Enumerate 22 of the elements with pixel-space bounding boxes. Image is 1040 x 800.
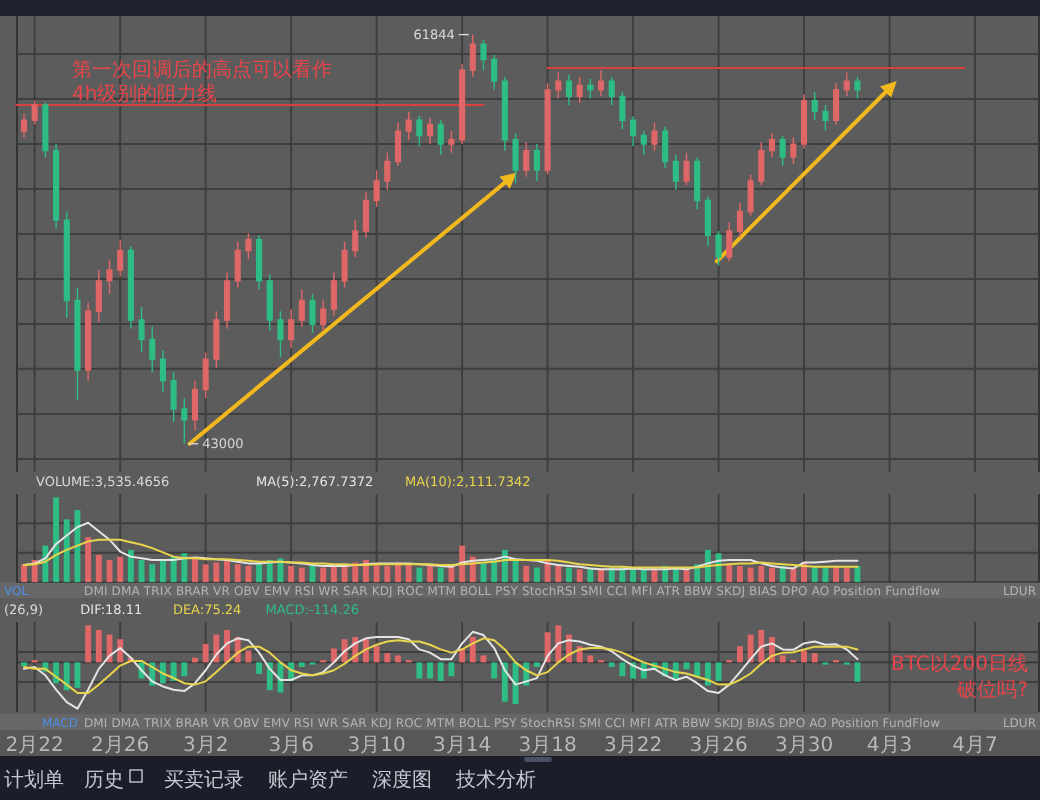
annotation: BTC以200日线	[891, 652, 1028, 676]
annotation: 第一次回调后的高点可以看作	[72, 58, 332, 82]
x-tick-label: 4月3	[866, 735, 913, 757]
x-tick-label: 3月22	[603, 735, 663, 757]
x-tick-label: 2月22	[5, 735, 64, 757]
text: 买卖记录	[164, 768, 244, 792]
x-tick-label: 2月26	[91, 735, 150, 757]
text: 历史	[84, 768, 124, 792]
text: 深度图	[372, 768, 432, 792]
x-tick-label: 3月30	[774, 735, 834, 757]
x-tick-label: 3月14	[433, 735, 492, 757]
x-tick-label: 3月6	[268, 735, 314, 757]
annotation: 破位吗?	[955, 678, 1028, 702]
text: 技术分析	[454, 768, 536, 792]
x-tick-label: 3月10	[347, 735, 406, 757]
x-tick-label: 4月7	[952, 735, 998, 757]
text: 账户资产	[268, 768, 348, 792]
x-tick-label: 3月18	[518, 735, 577, 757]
annotation: 4h级别的阻力线	[72, 82, 218, 106]
x-tick-label: 3月26	[689, 735, 748, 757]
x-tick-label: 3月2	[182, 735, 229, 757]
text: 计划单	[4, 768, 64, 792]
